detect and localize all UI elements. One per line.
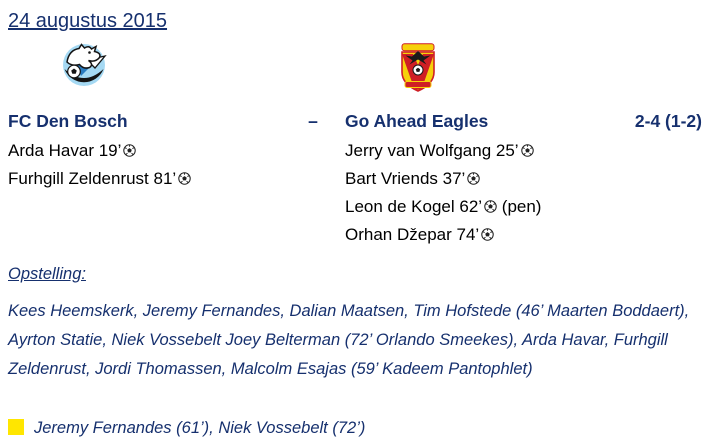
- soccer-ball-icon: [484, 200, 497, 213]
- club-logos-row: [8, 41, 702, 101]
- home-scorers-column: Arda Havar 19’ Furhgill Zeldenrust 81’: [8, 137, 345, 249]
- scorer-text: Arda Havar 19’: [8, 141, 122, 160]
- soccer-ball-icon: [481, 228, 494, 241]
- penalty-note: (pen): [497, 197, 542, 216]
- soccer-ball-icon: [520, 144, 534, 157]
- lineup-heading: Opstelling:: [8, 265, 86, 283]
- scorer-text: Bart Vriends 37’: [345, 169, 466, 188]
- yellow-card-players: Jeremy Fernandes (61’), Niek Vossebelt (…: [34, 419, 366, 437]
- scorer-text: Furhgill Zeldenrust 81’: [8, 169, 177, 188]
- goal-scorer-line: Jerry van Wolfgang 25’: [345, 137, 702, 165]
- scorer-text: Orhan Džepar 74’: [345, 225, 480, 244]
- goal-scorers-section: Arda Havar 19’ Furhgill Zeldenrust 81’ J…: [8, 137, 702, 249]
- away-team-name: Go Ahead Eagles: [345, 111, 489, 131]
- go-ahead-eagles-crest-icon: [397, 43, 439, 98]
- yellow-card-icon: [8, 419, 24, 435]
- soccer-ball-icon: [123, 144, 137, 157]
- yellow-cards-row: Jeremy Fernandes (61’), Niek Vossebelt (…: [8, 417, 702, 439]
- date-header-link[interactable]: 24 augustus 2015: [8, 10, 168, 32]
- goal-scorer-line: Bart Vriends 37’: [345, 165, 702, 193]
- scorer-text: Leon de Kogel 62’: [345, 197, 483, 216]
- scorer-text: Jerry van Wolfgang 25’: [345, 141, 519, 160]
- soccer-ball-icon: [467, 172, 481, 185]
- goal-scorer-line: Furhgill Zeldenrust 81’: [8, 165, 345, 193]
- lineup-players-text: Kees Heemskerk, Jeremy Fernandes, Dalian…: [8, 302, 690, 378]
- away-scorers-column: Jerry van Wolfgang 25’ Bart Vriends 37’ …: [345, 137, 702, 249]
- match-header-row: FC Den Bosch – Go Ahead Eagles 2-4 (1-2): [8, 109, 702, 133]
- goal-scorer-line: Arda Havar 19’: [8, 137, 345, 165]
- fc-den-bosch-crest-icon: [60, 41, 108, 94]
- soccer-ball-icon: [178, 172, 191, 185]
- score-separator: –: [308, 111, 318, 131]
- final-score: 2-4 (1-2): [634, 111, 702, 131]
- home-team-name: FC Den Bosch: [8, 111, 128, 131]
- goal-scorer-line: Leon de Kogel 62’ (pen): [345, 193, 702, 221]
- goal-scorer-line: Orhan Džepar 74’: [345, 221, 702, 249]
